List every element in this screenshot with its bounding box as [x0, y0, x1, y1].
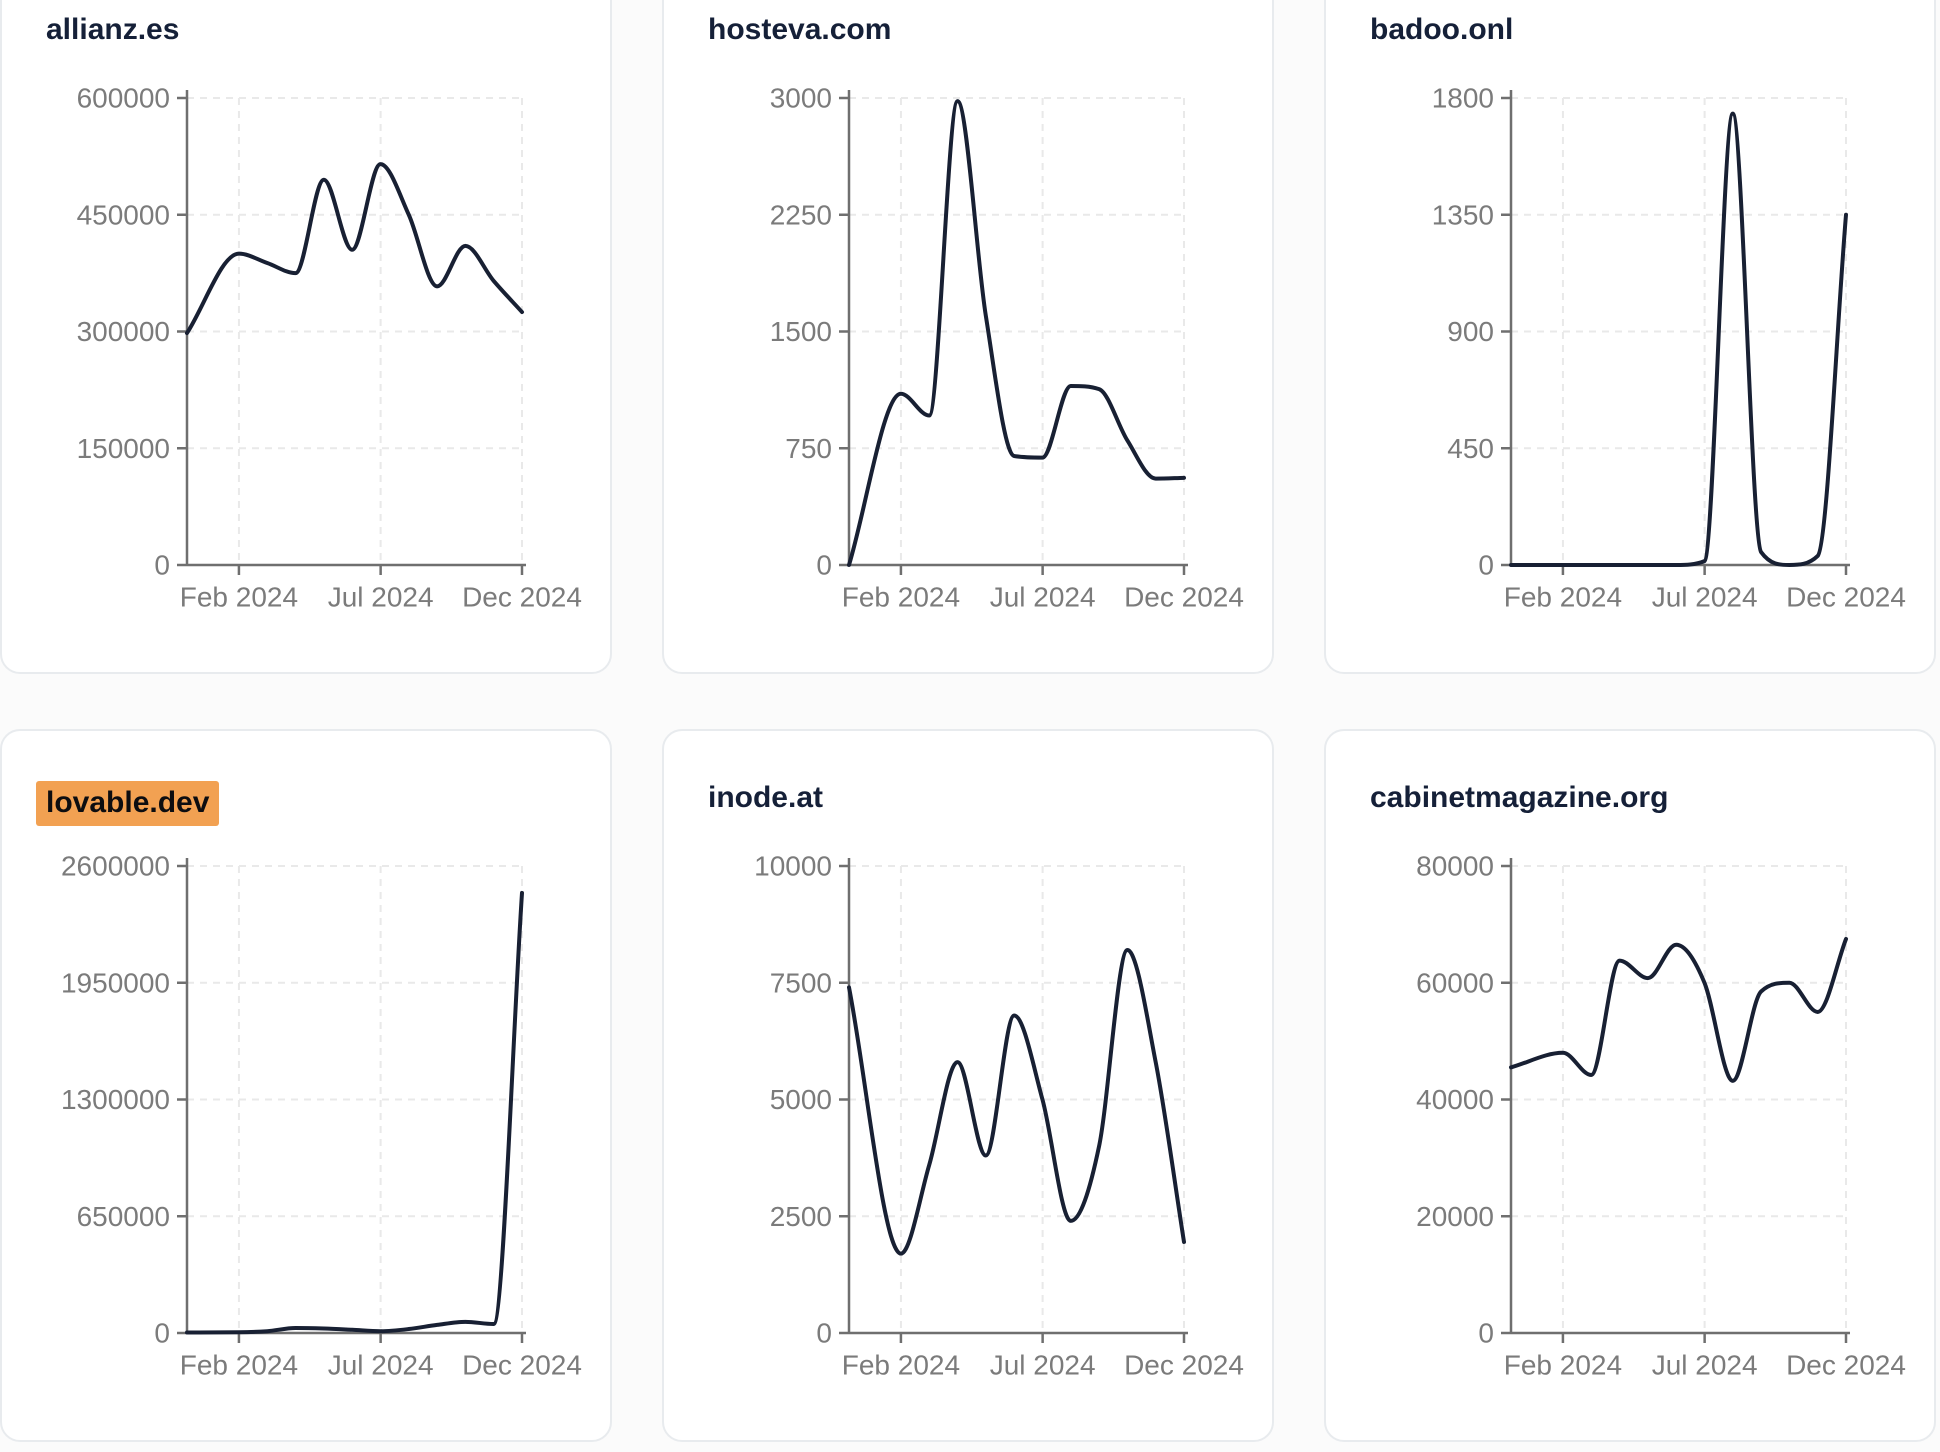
x-axis-tick-label: Jul 2024 [1652, 582, 1758, 613]
y-axis-tick-label: 1500 [770, 316, 832, 347]
y-axis-tick-label: 1950000 [61, 967, 170, 998]
chart-title-row: hosteva.com [708, 13, 891, 48]
y-axis-tick-label: 0 [1478, 550, 1494, 581]
y-axis-tick-label: 0 [1478, 1318, 1494, 1349]
x-axis-tick-label: Feb 2024 [842, 1350, 960, 1381]
y-axis-tick-label: 1800 [1432, 83, 1494, 114]
y-axis-tick-label: 0 [816, 1318, 832, 1349]
x-axis-tick-label: Dec 2024 [1786, 1350, 1906, 1381]
y-axis-tick-label: 600000 [77, 83, 170, 114]
x-axis-tick-label: Dec 2024 [1786, 582, 1906, 613]
series-line [847, 948, 1186, 1256]
x-axis-tick-label: Dec 2024 [462, 1350, 582, 1381]
x-axis-tick-label: Feb 2024 [1504, 582, 1622, 613]
x-axis-tick-label: Jul 2024 [990, 582, 1096, 613]
line-chart: 0 20000 40000 60000 80000 Feb 2024 Jul 2024 Dec… [1416, 851, 1906, 1381]
chart-card[interactable]: hosteva.com 0 750 1500 2250 3000 Feb 2024 Jul … [662, 0, 1274, 674]
y-axis-tick-label: 3000 [770, 83, 832, 114]
y-axis-tick-label: 1300000 [61, 1084, 170, 1115]
y-axis-tick-label: 450000 [77, 199, 170, 230]
x-axis-tick-label: Jul 2024 [1652, 1350, 1758, 1381]
chart-title: hosteva.com [708, 13, 892, 46]
line-chart: 0 750 1500 2250 3000 Feb 2024 Jul 2024 Dec 2024 [770, 83, 1244, 613]
y-axis-tick-label: 0 [816, 550, 832, 581]
y-axis-tick-label: 40000 [1416, 1084, 1494, 1115]
chart-card[interactable]: allianz.es 0 150000 300000 450000 600000 Feb … [0, 0, 612, 674]
y-axis-tick-label: 300000 [77, 316, 170, 347]
y-axis-tick-label: 0 [154, 1318, 170, 1349]
chart-title: inode.at [708, 781, 824, 814]
y-axis-tick-label: 1350 [1432, 199, 1494, 230]
y-axis-tick-label: 900 [1447, 316, 1494, 347]
series-line [185, 162, 524, 336]
chart-card[interactable]: cabinetmagazine.org 0 20000 40000 60000 8000… [1324, 729, 1936, 1442]
chart-title-row: lovable.dev [36, 781, 220, 826]
chart-title: allianz.es [46, 13, 180, 46]
y-axis-tick-label: 60000 [1416, 967, 1494, 998]
chart-card[interactable]: inode.at 0 2500 5000 7500 10000 Feb 2024 Jul 2… [662, 729, 1274, 1442]
y-axis-tick-label: 750 [785, 433, 832, 464]
y-axis-tick-label: 650000 [77, 1201, 170, 1232]
series-line [185, 890, 524, 1335]
x-axis-tick-label: Feb 2024 [842, 582, 960, 613]
x-axis-tick-label: Feb 2024 [1504, 1350, 1622, 1381]
line-chart: 0 150000 300000 450000 600000 Feb 2024 Jul 202… [77, 83, 582, 613]
y-axis-tick-label: 2500 [770, 1201, 832, 1232]
y-axis-tick-label: 0 [154, 550, 170, 581]
line-chart: 0 2500 5000 7500 10000 Feb 2024 Jul 2024 Dec 20… [754, 851, 1244, 1381]
series-line [1509, 111, 1848, 567]
y-axis-tick-label: 5000 [770, 1084, 832, 1115]
y-axis-tick-label: 80000 [1416, 851, 1494, 882]
chart-title-row: allianz.es [46, 13, 179, 48]
chart-title-row: cabinetmagazine.org [1370, 781, 1668, 816]
chart-title: badoo.onl [1370, 13, 1514, 46]
x-axis-tick-label: Feb 2024 [180, 582, 298, 613]
chart-title: cabinetmagazine.org [1370, 781, 1669, 814]
y-axis-tick-label: 450 [1447, 433, 1494, 464]
chart-title: lovable.dev [36, 781, 220, 826]
x-axis-tick-label: Dec 2024 [462, 582, 582, 613]
y-axis-tick-label: 150000 [77, 433, 170, 464]
y-axis-tick-label: 2600000 [61, 851, 170, 882]
x-axis-tick-label: Feb 2024 [180, 1350, 298, 1381]
x-axis-tick-label: Jul 2024 [990, 1350, 1096, 1381]
y-axis-tick-label: 2250 [770, 199, 832, 230]
series-line [847, 99, 1186, 567]
chart-card[interactable]: lovable.dev 0 650000 1300000 1950000 2600000… [0, 729, 612, 1442]
y-axis-tick-label: 7500 [770, 967, 832, 998]
chart-title-row: inode.at [708, 781, 823, 816]
line-chart: 0 450 900 1350 1800 Feb 2024 Jul 2024 Dec 2024 [1432, 83, 1906, 613]
line-chart: 0 650000 1300000 1950000 2600000 Feb 2024 Jul … [61, 851, 582, 1381]
x-axis-tick-label: Dec 2024 [1124, 1350, 1244, 1381]
x-axis-tick-label: Dec 2024 [1124, 582, 1244, 613]
series-line [1509, 936, 1848, 1083]
y-axis-tick-label: 10000 [754, 851, 832, 882]
x-axis-tick-label: Jul 2024 [328, 582, 434, 613]
chart-card[interactable]: badoo.onl 0 450 900 1350 1800 Feb 2024 Jul 202… [1324, 0, 1936, 674]
y-axis-tick-label: 20000 [1416, 1201, 1494, 1232]
chart-title-row: badoo.onl [1370, 13, 1513, 48]
x-axis-tick-label: Jul 2024 [328, 1350, 434, 1381]
